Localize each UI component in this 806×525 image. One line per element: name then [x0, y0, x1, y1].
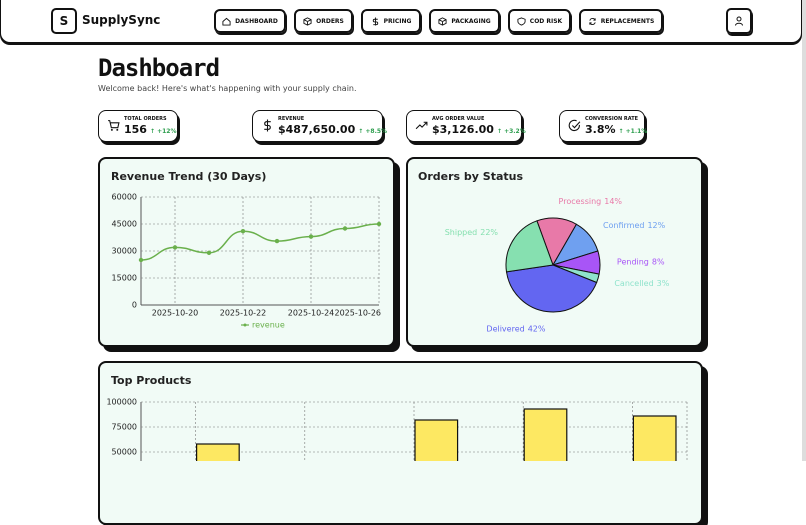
pie-slice [505, 264, 598, 313]
chart-title: Orders by Status [418, 170, 523, 183]
icon [264, 119, 271, 132]
value-label: 8% [652, 257, 665, 266]
y-tick-label: 15000 [112, 274, 137, 283]
pie-label: Confirmed 12% [603, 220, 666, 229]
category-label: Cancelled [614, 279, 653, 288]
value-label: 22% [480, 228, 498, 237]
stat-label: REVENUE [278, 116, 305, 122]
icon [589, 17, 596, 25]
point [172, 245, 178, 250]
nav-button[interactable]: REPLACEMENTS [579, 9, 663, 33]
x-tick-label: 2025-10-20 [152, 309, 199, 318]
stat-change: +1.1% [625, 128, 648, 135]
stat-change: +8.5% [365, 128, 388, 135]
stat-card: AVG ORDER VALUE $3,126.00 ↑ +3.2% [406, 110, 526, 142]
value-label: 3% [657, 279, 670, 288]
y-tick-label: 0 [132, 301, 137, 310]
page-title: Dashboard [98, 54, 220, 82]
pie-label: Processing 14% [559, 197, 623, 206]
pie-label: Cancelled 3% [614, 279, 669, 288]
nav-label: PACKAGING [451, 17, 491, 25]
legend-label: revenue [252, 321, 285, 330]
pie-label: Delivered 42% [486, 324, 545, 333]
icon [568, 119, 581, 132]
icon [517, 16, 526, 26]
stat-card: REVENUE $487,650.00 ↑ +8.5% [252, 110, 387, 142]
nav-label: COD RISK [529, 17, 563, 25]
icon [735, 16, 743, 26]
x-tick-label: 2025-10-22 [220, 309, 267, 318]
chart-title: Revenue Trend (30 Days) [111, 170, 266, 183]
chart-card [98, 157, 395, 347]
chart-title: Top Products [111, 374, 192, 387]
point [240, 229, 246, 234]
bar [196, 443, 240, 461]
y-tick-label: 50000 [112, 448, 137, 457]
nav-button[interactable]: PRICING [361, 9, 421, 33]
category-label: Delivered [486, 324, 524, 333]
nav-label: DASHBOARD [235, 17, 278, 25]
point [138, 257, 144, 263]
pie-label: Shipped 22% [445, 228, 499, 237]
stat-change: +3.2% [504, 128, 526, 135]
icon [303, 16, 312, 26]
nav-label: ORDERS [316, 17, 344, 25]
point [274, 238, 280, 244]
y-tick-label: 30000 [112, 247, 137, 256]
icon [108, 120, 120, 131]
stat-label: TOTAL ORDERS [124, 116, 167, 122]
point [206, 250, 212, 255]
nav-button[interactable]: DASHBOARD [214, 9, 286, 33]
category-label: Confirmed [603, 220, 645, 229]
logo[interactable]: S [51, 8, 77, 34]
charts: Revenue Trend (30 Days) 0 15000 30000 45000 6… [106, 170, 688, 461]
point [342, 226, 348, 231]
line [140, 223, 380, 261]
stat-label: CONVERSION RATE [585, 116, 639, 122]
nav-button[interactable]: ORDERS [294, 9, 353, 33]
value-label: 42% [528, 324, 546, 333]
category-label: Processing [559, 197, 602, 206]
x-tick-label: 2025-10-24 [288, 309, 335, 318]
pie-slice [505, 220, 554, 273]
stat-value: $487,650.00 [278, 123, 356, 136]
point [376, 221, 382, 227]
nav-button[interactable]: PACKAGING [429, 9, 500, 33]
icon [372, 16, 378, 26]
y-tick-label: 75000 [112, 423, 137, 432]
stat-card: TOTAL ORDERS 156 ↑ +12% [98, 110, 178, 142]
icon [438, 16, 447, 26]
user-button[interactable] [726, 8, 752, 34]
pie-label: Pending 8% [617, 257, 665, 266]
stat-label: AVG ORDER VALUE [432, 116, 485, 122]
brand[interactable]: SupplySync [82, 13, 161, 27]
category-label: Pending [617, 257, 649, 266]
category-label: Shipped [445, 228, 478, 237]
y-tick-label: 60000 [112, 193, 137, 202]
page-subtitle: Welcome back! Here's what's happening wi… [98, 84, 357, 93]
nav-label: PRICING [383, 17, 412, 25]
nav-button[interactable]: COD RISK [508, 9, 571, 33]
y-tick-label: 100000 [106, 398, 137, 407]
point [308, 234, 314, 239]
icon [222, 17, 231, 26]
icon [415, 121, 428, 130]
scrollbar[interactable] [802, 0, 806, 461]
bar [414, 419, 459, 461]
y-tick-label: 45000 [112, 220, 137, 229]
nav-label: REPLACEMENTS [600, 17, 655, 25]
value-label: 14% [604, 197, 622, 206]
legend-swatch [243, 323, 247, 327]
header: S SupplySync DASHBOARD ORDERS PRICING PA… [0, 0, 802, 43]
stat-card: CONVERSION RATE 3.8% ↑ +1.1% [559, 110, 648, 142]
x-tick-label: 2025-10-26 [335, 309, 382, 318]
bar [523, 408, 568, 461]
stat-value: 3.8% [585, 123, 616, 136]
bar [632, 415, 677, 461]
stat-value: 156 [124, 123, 147, 136]
stat-value: $3,126.00 [432, 123, 494, 136]
value-label: 12% [647, 220, 665, 229]
stat-change: +12% [157, 128, 177, 135]
